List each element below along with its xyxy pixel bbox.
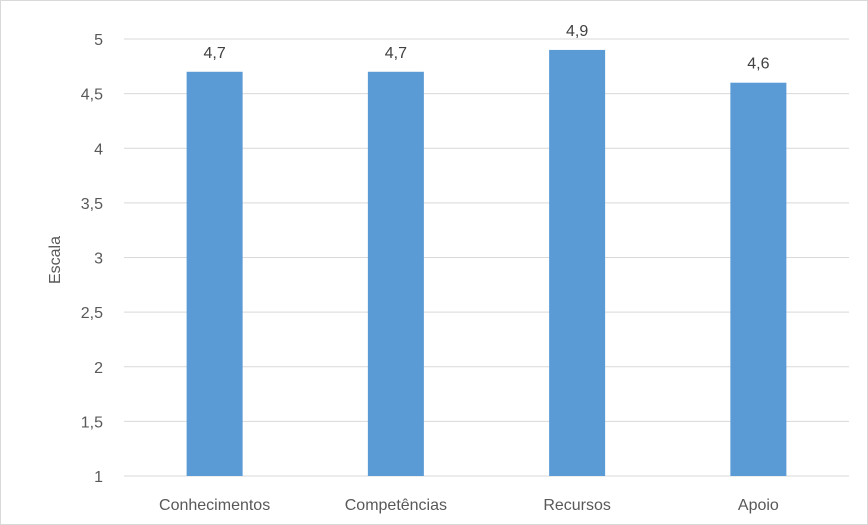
data-label: 4,6 (747, 56, 769, 73)
y-tick-label: 3 (94, 251, 103, 268)
y-tick-label: 1,5 (81, 414, 103, 431)
bar (730, 82, 787, 476)
x-axis-ticks: Conhecimentos Competências Recursos Apoio (159, 497, 779, 514)
y-tick-label: 2 (94, 360, 103, 377)
y-tick-label: 1 (94, 469, 103, 486)
bar (549, 49, 606, 477)
y-tick-label: 3,5 (81, 196, 103, 213)
data-label: 4,7 (385, 45, 407, 62)
data-label: 4,7 (204, 45, 226, 62)
bar (186, 71, 243, 477)
y-tick-label: 5 (94, 32, 103, 49)
data-labels: 4,7 4,7 4,9 4,6 (204, 23, 770, 73)
y-axis-title: Escala (47, 236, 64, 284)
x-tick-label: Competências (345, 497, 447, 514)
y-tick-label: 2,5 (81, 305, 103, 322)
y-tick-label: 4,5 (81, 87, 103, 104)
y-tick-label: 4 (94, 141, 103, 158)
x-tick-label: Recursos (543, 497, 611, 514)
x-tick-label: Apoio (738, 497, 779, 514)
bars (186, 49, 787, 477)
bar (367, 71, 424, 477)
gridlines (124, 38, 849, 477)
y-axis-ticks: 1 1,5 2 2,5 3 3,5 4 4,5 5 (81, 32, 103, 486)
data-label: 4,9 (566, 23, 588, 40)
x-tick-label: Conhecimentos (159, 497, 270, 514)
